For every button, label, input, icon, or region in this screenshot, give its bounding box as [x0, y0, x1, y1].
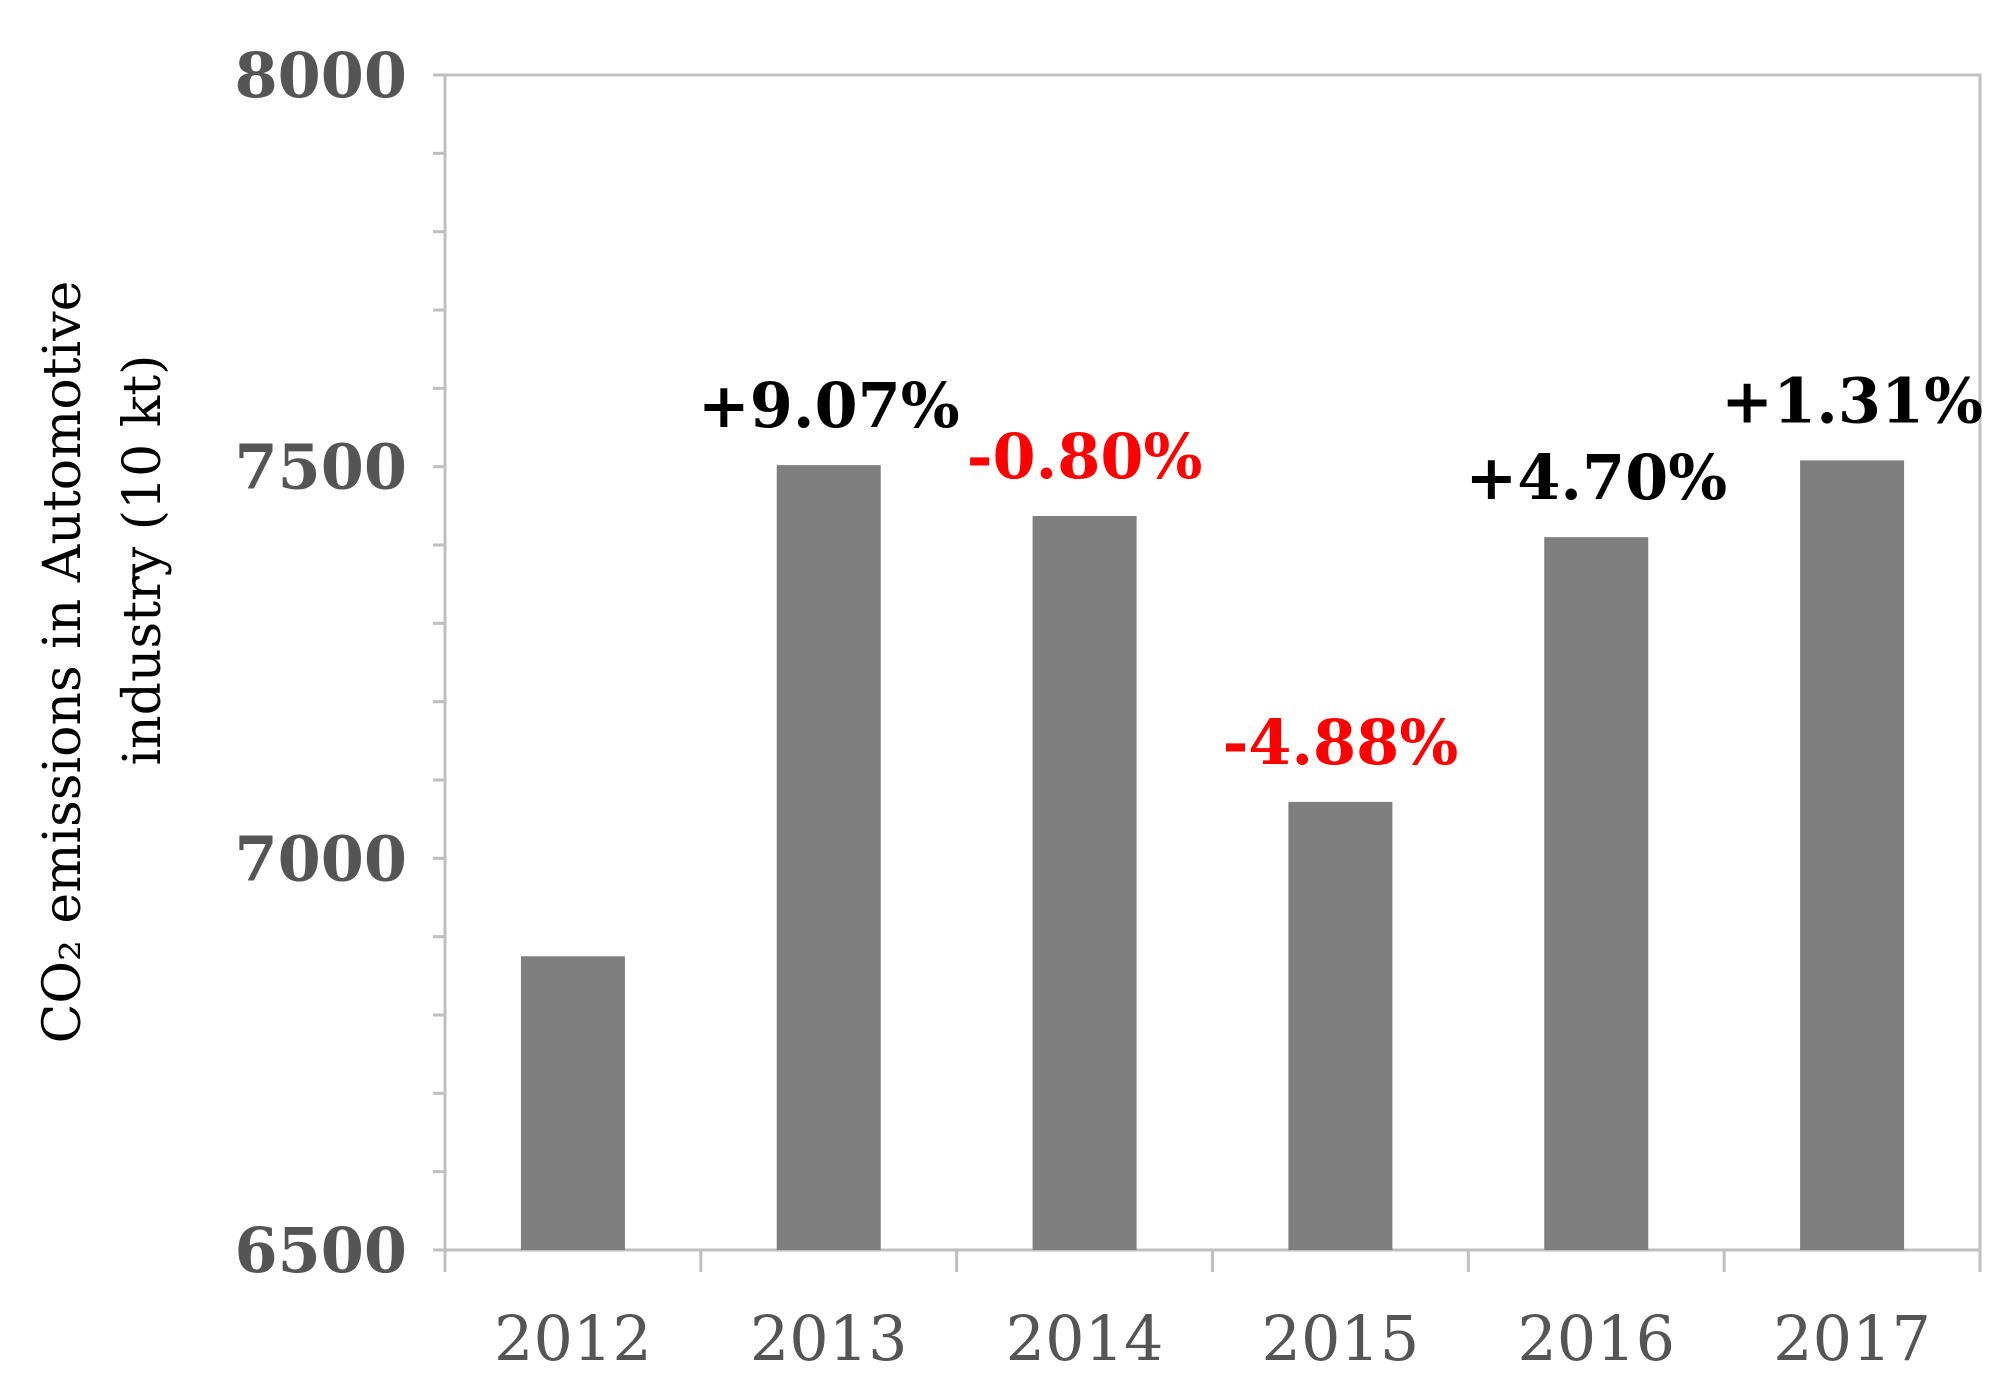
x-tick-label: 2016 [1517, 1302, 1675, 1375]
bar-data-label: +4.70% [1465, 441, 1727, 514]
y-tick-label: 7000 [234, 822, 407, 895]
bar [776, 465, 881, 1251]
y-tick-label: 6500 [234, 1214, 407, 1287]
bar [520, 956, 625, 1250]
bar [1288, 801, 1393, 1250]
plot-frame [443, 73, 1982, 1252]
y-axis: 6500 7000 7500 8000 [234, 39, 445, 1287]
data-labels: +9.07%-0.80% -4.88% +4.70%+1.31% [698, 364, 1983, 779]
x-tick-label: 2014 [1006, 1302, 1164, 1375]
y-axis-title-line1: CO₂ emissions in Automotive [33, 281, 93, 1044]
x-tick-label: 2015 [1262, 1302, 1420, 1375]
bar [1032, 516, 1137, 1250]
x-tick-label: 2017 [1773, 1302, 1931, 1375]
bar-data-label: +1.31% [1721, 364, 1983, 437]
y-axis-title: CO₂ emissions in Automotive industry (10… [33, 281, 173, 1044]
bars [520, 460, 1905, 1251]
x-tick-label: 2013 [750, 1302, 908, 1375]
y-tick-label: 8000 [234, 39, 407, 112]
bar-data-label: -4.88% [1223, 706, 1459, 779]
plot-area-border [443, 73, 1982, 1252]
y-axis-title-line2: industry (10 kt) [113, 355, 173, 766]
bar [1544, 537, 1649, 1250]
y-tick-label: 7500 [234, 431, 407, 504]
bar-data-label: +9.07% [698, 369, 960, 442]
x-tick-label: 2012 [494, 1302, 652, 1375]
x-axis: 2012 2013 2014 2015 2016 2017 [443, 1250, 1982, 1375]
bar [1800, 460, 1905, 1250]
bar-data-label: -0.80% [967, 420, 1203, 493]
